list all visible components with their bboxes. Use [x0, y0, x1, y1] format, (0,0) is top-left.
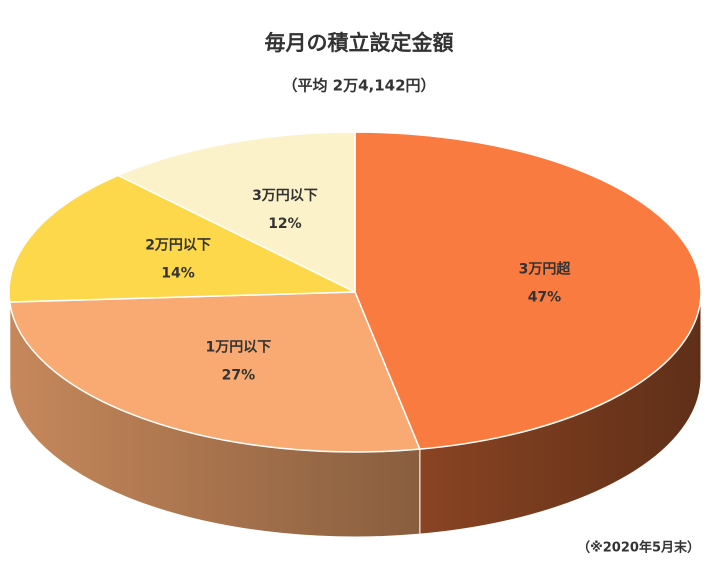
slice	[354, 131, 702, 450]
slice-value-label: 14%	[161, 266, 195, 282]
slice	[116, 131, 356, 294]
slice-value-label: 27%	[222, 368, 256, 384]
slice	[8, 291, 421, 453]
slice-value-label: 12%	[268, 216, 302, 232]
slice-side	[8, 291, 11, 388]
slice-label: 3万円以下	[252, 188, 318, 204]
slice-label: 2万円以下	[145, 238, 211, 254]
slice	[8, 174, 356, 303]
slice-label: 3万円超	[519, 261, 572, 278]
chart-subtitle: （平均 2万4,142円）	[282, 77, 435, 95]
slice-value-label: 47%	[528, 290, 562, 306]
footnote: （※2020年5月末）	[577, 540, 700, 556]
slice-label: 1万円以下	[205, 340, 271, 356]
chart-title: 毎月の積立設定金額	[265, 31, 454, 55]
